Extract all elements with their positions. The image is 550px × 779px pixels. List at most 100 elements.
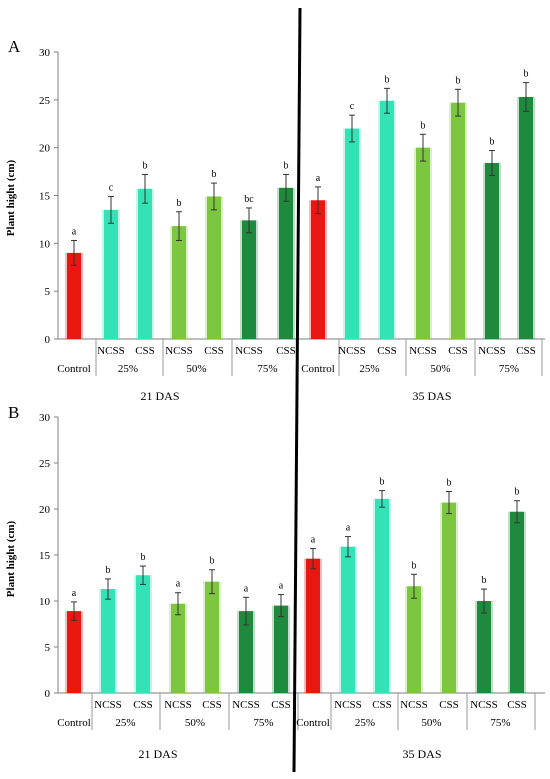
category-label: CSS — [448, 345, 468, 357]
bar — [101, 589, 115, 693]
category-label: NCSS — [334, 699, 362, 711]
category-label: NCSS — [165, 345, 193, 357]
y-tick-label: 25 — [39, 458, 51, 470]
significance-letter: b — [210, 556, 215, 567]
category-label: NCSS — [97, 345, 125, 357]
group-label: Control — [296, 717, 330, 729]
significance-letter: a — [244, 583, 249, 594]
category-label: CSS — [135, 345, 155, 357]
significance-letter: b — [515, 487, 520, 498]
significance-letter: bc — [244, 194, 254, 205]
category-label: CSS — [377, 345, 397, 357]
y-tick-label: 30 — [39, 412, 51, 424]
category-label: CSS — [516, 345, 536, 357]
significance-letter: b — [490, 137, 495, 148]
y-tick-label: 10 — [39, 596, 51, 608]
bar — [345, 128, 359, 339]
significance-letter: a — [279, 581, 284, 592]
significance-letter: b — [447, 478, 452, 489]
panel-letter: B — [8, 403, 19, 422]
y-tick-label: 15 — [39, 191, 51, 203]
y-tick-label: 0 — [45, 334, 51, 346]
period-label: 21 DAS — [138, 747, 177, 761]
group-label: 50% — [186, 363, 206, 375]
significance-letter: a — [311, 535, 316, 546]
period-label: 21 DAS — [140, 389, 179, 403]
y-axis-label: Plant hight (cm) — [5, 520, 17, 597]
category-label: NCSS — [94, 699, 122, 711]
group-label: 75% — [257, 363, 277, 375]
bar — [274, 605, 288, 693]
bar — [242, 220, 256, 339]
significance-letter: a — [176, 579, 181, 590]
significance-letter: b — [421, 120, 426, 131]
significance-letter: c — [109, 182, 114, 193]
category-label: CSS — [204, 345, 224, 357]
significance-letter: b — [212, 169, 217, 180]
group-label: Control — [301, 363, 335, 375]
bar — [207, 196, 221, 339]
y-tick-label: 20 — [39, 143, 51, 155]
group-label: Control — [57, 717, 91, 729]
category-label: CSS — [439, 699, 459, 711]
category-label: CSS — [507, 699, 527, 711]
panel-letter: A — [8, 37, 21, 56]
bar — [311, 200, 325, 339]
significance-letter: b — [524, 69, 529, 80]
group-label: 75% — [253, 717, 273, 729]
bar — [510, 511, 524, 693]
bar — [172, 226, 186, 339]
significance-letter: b — [177, 198, 182, 209]
significance-letter: b — [143, 160, 148, 171]
significance-letter: a — [72, 226, 77, 237]
category-label: CSS — [202, 699, 222, 711]
category-label: CSS — [271, 699, 291, 711]
category-label: NCSS — [164, 699, 192, 711]
y-tick-label: 25 — [39, 95, 51, 107]
y-tick-label: 0 — [45, 688, 51, 700]
panel-a-chart: A Plant hight (cm) 0 5 10 15 20 25 30 a c NCSS b CSS b… — [5, 37, 545, 403]
bar — [416, 147, 430, 339]
significance-letter: b — [284, 160, 289, 171]
y-tick-label: 20 — [39, 504, 51, 516]
bar — [205, 581, 219, 693]
group-label: 50% — [185, 717, 205, 729]
bar — [138, 188, 152, 339]
category-label: CSS — [133, 699, 153, 711]
category-label: NCSS — [235, 345, 263, 357]
group-label: 25% — [359, 363, 379, 375]
y-tick-label: 15 — [39, 550, 51, 562]
bar — [375, 498, 389, 693]
bar — [306, 558, 320, 693]
period-divider — [292, 7, 302, 773]
significance-letter: b — [106, 565, 111, 576]
bar — [519, 96, 533, 339]
panel-b-chart: B Plant hight (cm) 0 5 10 15 20 25 30 a b NCSS b CSS a… — [5, 403, 545, 761]
significance-letter: b — [482, 575, 487, 586]
period-label: 35 DAS — [402, 747, 441, 761]
category-label: NCSS — [232, 699, 260, 711]
category-label: CSS — [372, 699, 392, 711]
group-label: 75% — [499, 363, 519, 375]
bar — [442, 502, 456, 693]
bar — [104, 209, 118, 339]
significance-letter: b — [385, 74, 390, 85]
group-label: 25% — [355, 717, 375, 729]
bar — [407, 586, 421, 693]
category-label: CSS — [276, 345, 296, 357]
bar — [239, 611, 253, 693]
significance-letter: b — [380, 477, 385, 488]
significance-letter: c — [350, 101, 355, 112]
category-label: NCSS — [478, 345, 506, 357]
bar — [279, 187, 293, 339]
category-label: NCSS — [338, 345, 366, 357]
category-label: NCSS — [409, 345, 437, 357]
group-label: 50% — [421, 717, 441, 729]
y-axis-label: Plant hight (cm) — [5, 159, 17, 236]
y-tick-label: 30 — [39, 47, 51, 59]
category-label: NCSS — [400, 699, 428, 711]
bar — [171, 603, 185, 693]
group-label: Control — [57, 363, 91, 375]
bar — [67, 611, 81, 693]
